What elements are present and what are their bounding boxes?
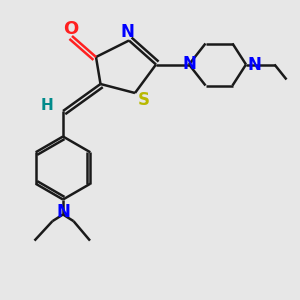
Text: N: N bbox=[121, 23, 134, 41]
Text: N: N bbox=[56, 203, 70, 221]
Text: S: S bbox=[137, 91, 149, 109]
Text: N: N bbox=[248, 56, 261, 74]
Text: N: N bbox=[183, 55, 196, 73]
Text: O: O bbox=[63, 20, 78, 38]
Text: H: H bbox=[40, 98, 53, 113]
